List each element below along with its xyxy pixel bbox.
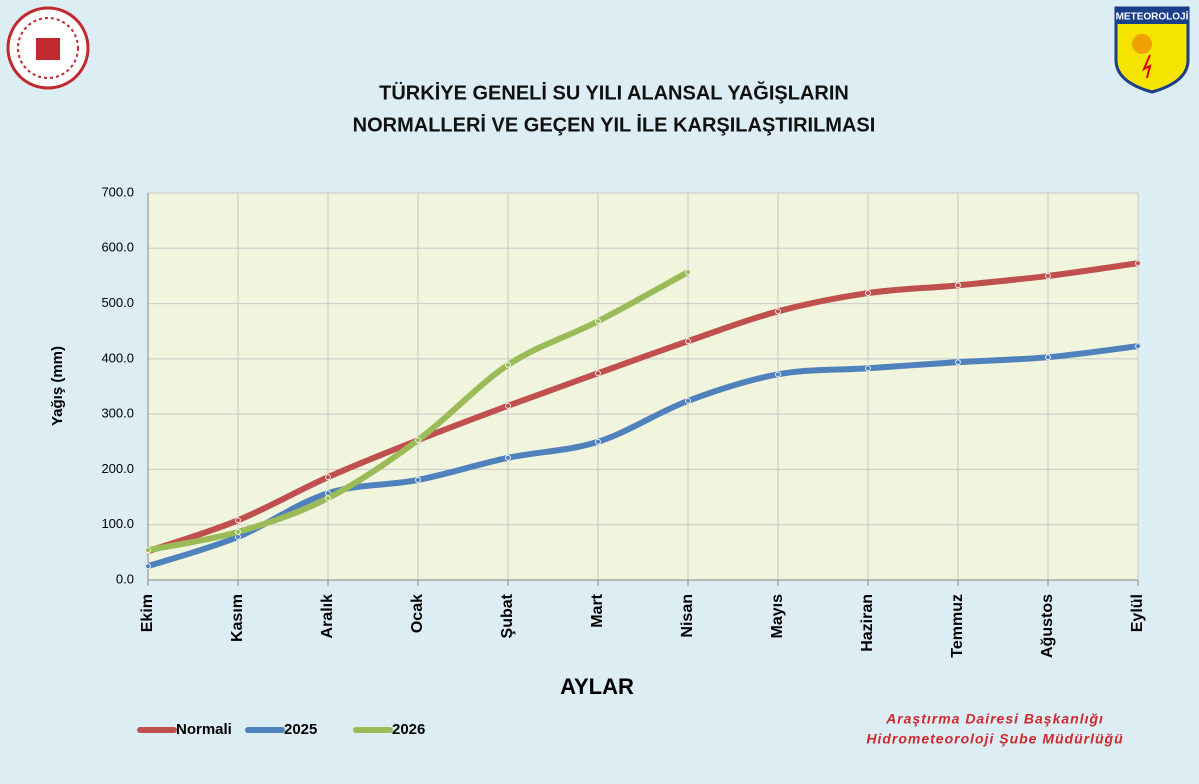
x-tick-label: Şubat [499,593,516,638]
x-tick-label: Kasım [229,594,246,642]
point [505,402,511,409]
point [595,318,601,325]
x-tick-label: Nisan [679,594,696,638]
x-tick-label: Haziran [859,594,876,652]
y-tick-label: 300.0 [101,406,134,421]
point [235,517,241,524]
point [775,371,781,378]
point [325,474,331,481]
y-tick-label: 200.0 [101,461,134,476]
plot-area [148,193,1138,580]
y-tick-label: 600.0 [101,240,134,255]
point [505,454,511,461]
x-tick-label: Mart [589,593,606,627]
y-axis-label: Yağış (mm) [49,346,66,426]
point [1135,260,1141,267]
y-tick-label: 400.0 [101,350,134,365]
point [145,547,151,554]
x-tick-label: Ağustos [1039,594,1056,658]
point [595,370,601,377]
legend-label: 2026 [392,721,425,738]
footer-text: Hidrometeoroloji Şube Müdürlüğü [866,731,1123,747]
point [1045,273,1051,279]
footer-text: Araştırma Dairesi Başkanlığı [885,711,1104,727]
series-line [145,343,1141,570]
x-tick-label: Ekim [139,594,156,632]
point [415,437,421,444]
point [775,308,781,315]
point [685,338,691,345]
point [325,495,331,502]
point [955,282,961,289]
point [955,359,961,366]
point [235,529,241,535]
point [1135,343,1141,350]
point [1045,354,1051,361]
chart-title: TÜRKİYE GENELİ SU YILI ALANSAL YAĞIŞLARI… [379,80,849,104]
point [685,397,691,404]
point [595,438,601,445]
x-tick-label: Mayıs [769,594,786,639]
x-tick-label: Eylül [1129,594,1146,632]
point [145,563,151,570]
legend-label: 2025 [284,721,317,738]
x-tick-label: Aralık [319,594,336,639]
point [865,290,871,296]
series-line [145,260,1141,555]
y-tick-label: 100.0 [101,516,134,531]
point [865,365,871,372]
y-tick-label: 700.0 [101,184,134,199]
x-axis-label: AYLAR [560,674,634,699]
point [505,362,511,368]
legend-label: Normali [176,721,232,738]
y-tick-label: 0.0 [116,571,134,586]
left-logo [6,6,90,90]
y-tick-label: 500.0 [101,295,134,310]
x-tick-label: Ocak [409,594,426,633]
right-logo: METEOROLOJİ [1114,6,1190,94]
point [415,477,421,483]
chart-title: NORMALLERİ VE GEÇEN YIL İLE KARŞILAŞTIRI… [353,113,876,136]
logo-text: METEOROLOJİ [1116,10,1189,23]
x-tick-label: Temmuz [949,594,966,658]
point [685,269,691,275]
